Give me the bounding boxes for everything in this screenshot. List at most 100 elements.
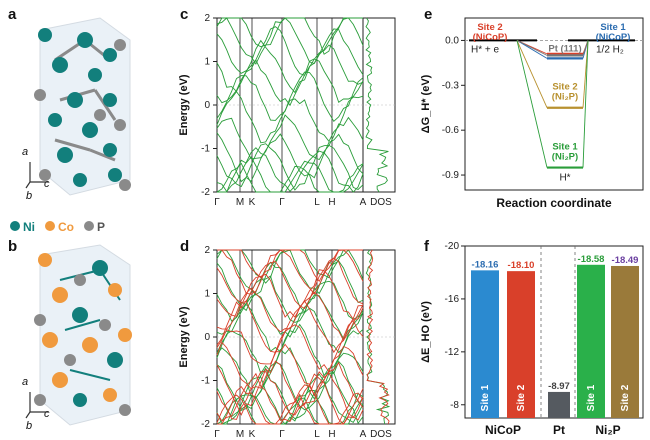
bar-category-label: Site 2 <box>620 384 631 411</box>
series-label: (Ni₂P) <box>552 92 578 103</box>
atom-legend: Ni Co P <box>10 220 105 234</box>
reaction-path-left <box>516 40 548 168</box>
y-tick-label: -20 <box>445 241 460 252</box>
band-line <box>216 360 364 411</box>
axis-glyph-b-bottom: b <box>26 420 33 432</box>
axis-glyph-b-top: b <box>26 190 33 202</box>
band-line <box>216 299 364 354</box>
bar-value-label: -18.16 <box>472 259 499 270</box>
band-line <box>216 260 364 314</box>
plot-frame <box>464 17 644 191</box>
dos-label: DOS <box>370 429 392 440</box>
band-line <box>216 17 364 65</box>
y-tick-label: -1 <box>201 376 210 387</box>
legend-p: P <box>84 220 105 234</box>
axis-glyph-c-bottom: c <box>44 408 50 420</box>
panel-label-d: d <box>180 238 190 255</box>
y-tick-label: -0.9 <box>442 170 460 181</box>
panel-label-c: c <box>180 6 189 23</box>
group-label-ni2p: Ni₂P <box>595 423 620 437</box>
axis-glyph-a-bottom: a <box>22 376 29 388</box>
bar-category-label: Site 1 <box>586 384 597 411</box>
bar <box>471 270 499 418</box>
band-line <box>216 319 364 373</box>
band-line <box>216 392 364 425</box>
band-line <box>216 293 364 340</box>
bar-category-label: Site 2 <box>516 384 527 411</box>
y-axis-label: Energy (eV) <box>178 74 190 135</box>
band-line <box>216 132 364 183</box>
y-tick-label: -1 <box>201 144 210 155</box>
k-point-label: M <box>236 197 244 208</box>
band-line <box>216 269 364 320</box>
band-line <box>217 249 364 295</box>
group-label-nicop: NiCoP <box>485 423 521 437</box>
initial-state-label: H* + e <box>471 44 500 55</box>
y-tick-label: -0.3 <box>442 80 460 91</box>
y-tick-label: -2 <box>201 419 210 430</box>
series-label: Site 2 <box>552 82 577 93</box>
band-structure-d: 2 1 0 -1 -2 Energy (eV) Γ M K Γ L H A DOS <box>178 245 396 440</box>
bar-value-label: -8.97 <box>548 381 570 392</box>
band-line <box>216 58 364 107</box>
band-structure-c: 2 1 0 -1 -2 Energy (eV) Γ M K Γ L H A DOS <box>178 13 396 208</box>
y-axis-label: Energy (eV) <box>178 306 190 367</box>
free-energy-chart-e: 0.0 -0.3 -0.6 -0.9 ΔG_H* (eV) Reaction coordi… <box>420 17 644 210</box>
y-tick-label: -12 <box>445 347 460 358</box>
y-axis-label: ΔG_H* (eV) <box>420 74 432 133</box>
y-tick-label: -2 <box>201 187 210 198</box>
bar-chart-f: -20 -16 -12 -8 ΔE_HO (eV) -18.16 Site 1 -18.10 S… <box>420 241 644 437</box>
bar-value-label: -18.49 <box>612 255 639 266</box>
co-atom-icon <box>45 221 55 231</box>
y-tick-label: -8 <box>450 400 459 411</box>
y-tick-label: 1 <box>204 57 210 68</box>
reaction-path-right <box>582 40 589 56</box>
series-label: Site 1 <box>600 22 626 33</box>
k-point-label: M <box>236 429 244 440</box>
crystal-structure-b <box>34 244 132 426</box>
dos-curve <box>365 249 391 425</box>
panel-label-b: b <box>8 238 18 255</box>
band-line <box>216 114 364 161</box>
band-line <box>216 143 364 191</box>
band-line <box>216 371 364 421</box>
band-line <box>216 162 364 193</box>
k-point-label: Γ <box>214 429 220 440</box>
y-tick-label: -16 <box>445 294 460 305</box>
series-label: (NiCoP) <box>473 32 508 43</box>
band-line <box>216 71 364 123</box>
crystal-structure-a <box>34 17 131 196</box>
k-point-label: L <box>314 197 320 208</box>
panel-label-f: f <box>424 238 429 255</box>
band-line <box>216 347 364 400</box>
y-tick-label: 0.0 <box>445 35 459 46</box>
axis-glyph-a-top: a <box>22 146 29 158</box>
band-line <box>216 367 364 425</box>
band-line <box>217 384 364 425</box>
final-state-label: 1/2 H₂ <box>596 44 624 55</box>
band-line <box>216 275 364 323</box>
band-line <box>216 17 363 55</box>
k-point-label: A <box>360 429 367 440</box>
band-line <box>216 360 364 416</box>
k-point-label: H <box>328 429 335 440</box>
band-line <box>216 301 364 354</box>
band-line <box>216 323 364 377</box>
axes-triad-top-icon <box>25 162 48 189</box>
series-label: Site 2 <box>477 22 502 33</box>
k-point-label: Γ <box>279 197 285 208</box>
hstar-label: H* <box>559 173 570 184</box>
bar-category-label: Site 1 <box>480 384 491 411</box>
band-line <box>216 257 364 310</box>
bar <box>507 271 535 418</box>
panel-label-e: e <box>424 6 433 23</box>
reaction-path-right <box>582 40 589 168</box>
reaction-path-left <box>516 40 548 56</box>
series-label: (Ni₂P) <box>552 152 578 163</box>
y-tick-label: 2 <box>204 13 210 24</box>
bar <box>611 265 639 418</box>
k-point-label: H <box>328 197 335 208</box>
x-axis-label: Reaction coordinate <box>496 196 612 210</box>
dos-curve <box>365 17 389 193</box>
k-point-label: Γ <box>214 197 220 208</box>
